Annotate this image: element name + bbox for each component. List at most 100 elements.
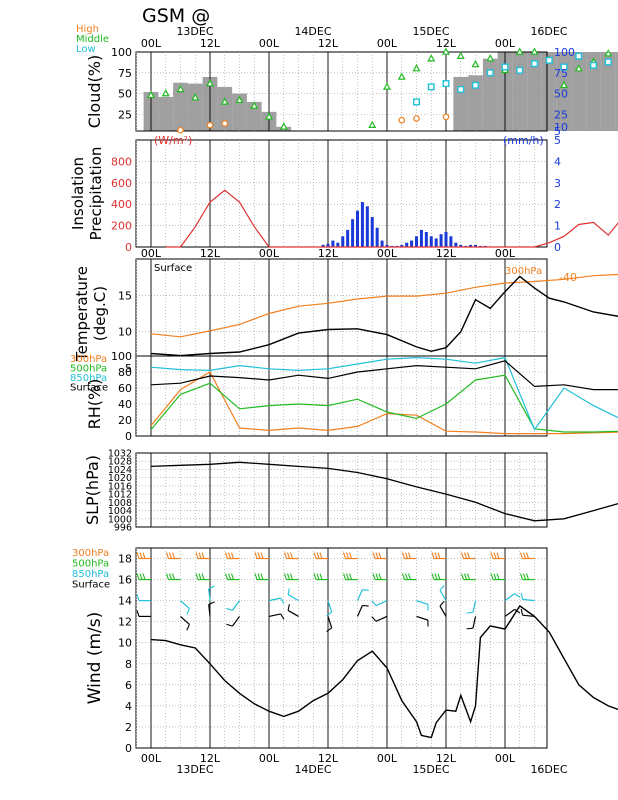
ytick-left: 1020 <box>108 473 132 484</box>
cloud-panel: HighMiddleLow255075100510255075100Cloud(… <box>76 24 618 138</box>
wind-barb-shape <box>439 600 447 617</box>
temp-frame <box>135 258 548 369</box>
wind-barb-flag <box>348 552 353 559</box>
wind-barb-flag <box>226 623 233 627</box>
wind-barb-surface <box>439 600 447 617</box>
wind-barb-300hpa <box>165 552 181 560</box>
precip-bar <box>469 244 473 247</box>
cloud-total-bar <box>556 52 572 131</box>
wind-barb-flag <box>371 600 377 606</box>
wind-barb-flag <box>437 552 441 559</box>
cloud-total-bar <box>615 52 618 131</box>
wind-barb-shape <box>136 594 151 602</box>
wind-barb-flag <box>171 573 176 580</box>
wind-barb-flag <box>313 552 317 559</box>
wind-barb-shaft <box>439 605 447 617</box>
axis-ylabel-line: Insolation <box>69 157 87 230</box>
hour-tick-label: 12L <box>200 752 221 765</box>
ytick-left: 16 <box>118 574 132 587</box>
cloud-low-marker <box>590 61 598 69</box>
wind-barb-flag <box>431 552 435 559</box>
cloud-low-marker <box>516 66 524 74</box>
wind-barb-flag <box>280 613 285 620</box>
wind-barb-surface <box>326 616 333 633</box>
axis-ylabel-line: Precipitation <box>87 147 105 241</box>
wind-barb-500hpa <box>372 573 387 581</box>
ytick-right: 5 <box>554 134 561 147</box>
insolation-line <box>165 189 618 248</box>
wind-barb-flag <box>404 573 409 580</box>
chart-title: GSM @ <box>142 5 210 27</box>
wind-barb-shaft <box>268 613 281 618</box>
wind-barb-shape <box>431 552 446 560</box>
ytick-left: 0 <box>125 430 132 443</box>
cloud-total-bar <box>586 52 601 131</box>
wind-barb-flag <box>230 552 235 559</box>
cloud-low-marker <box>427 83 435 91</box>
wind-barb-flag <box>404 552 409 559</box>
wind-barb-300hpa <box>372 552 387 560</box>
wind-barb-850hpa <box>371 600 388 607</box>
wind-barb-surface <box>356 604 369 617</box>
ytick-left: 6 <box>125 679 132 692</box>
wind-barb-flag <box>142 552 146 559</box>
wind-barb-300hpa <box>136 552 151 560</box>
axis-ylabel-line: Cloud(%) <box>85 55 104 128</box>
wind-barb-shaft <box>504 593 516 602</box>
wind-barb-shape <box>195 552 210 560</box>
wind-barb-flag <box>439 600 445 607</box>
wind-barb-flag <box>165 552 170 559</box>
hour-tick-label: 00L <box>495 247 516 260</box>
wind-barb-shape <box>520 593 535 602</box>
precip-bar <box>321 244 325 247</box>
cloud-total-bar <box>246 101 262 131</box>
annotation-300hpa: 300hPa <box>505 266 542 277</box>
precip-bar <box>424 232 428 247</box>
wind-barb-500hpa <box>165 573 181 581</box>
wind-barb-shaft <box>522 614 535 618</box>
date-label: 14DEC <box>294 763 331 776</box>
hour-tick-label: 00L <box>141 752 162 765</box>
wind-barb-flag <box>260 552 264 559</box>
wind-barb-500hpa <box>313 573 328 581</box>
wind-barb-flag <box>224 552 229 559</box>
wind-barb-shaft <box>327 600 333 613</box>
wind-barb-flag <box>375 573 379 580</box>
ytick-left: 1008 <box>108 498 132 509</box>
cloud-high-marker <box>413 115 420 122</box>
precip-bar <box>444 232 448 247</box>
wind-barb-flag <box>136 552 140 559</box>
wind-barb-850hpa <box>287 588 299 602</box>
wind-barb-flag <box>439 585 445 591</box>
wind-barb-shape <box>519 573 535 581</box>
wind-barb-flag <box>260 573 264 580</box>
precip-bar <box>380 240 384 247</box>
precip-bar <box>419 229 423 247</box>
legend-low: Low <box>76 44 96 55</box>
ytick-left: 0 <box>125 241 132 254</box>
wind-barb-flag <box>371 616 377 622</box>
cloud-high-marker <box>177 126 184 134</box>
axis-ylabel: Temperature(deg.C) <box>73 266 109 362</box>
ytick-left: 1000 <box>108 514 132 525</box>
cloud-middle-marker <box>279 122 288 130</box>
cloud-low-marker <box>560 63 568 71</box>
wind-barb-500hpa <box>224 573 240 581</box>
wind-barb-shape <box>416 600 429 611</box>
wind-barb-flag <box>136 573 140 580</box>
wind-barb-flag <box>287 604 290 611</box>
rh-legend-surface: Surface <box>70 383 108 394</box>
wind-barb-flag <box>224 573 229 580</box>
precip-bar <box>346 229 350 247</box>
wind-barb-500hpa <box>342 573 358 581</box>
ytick-left: 100 <box>111 46 132 59</box>
wind-barb-shaft <box>416 600 429 605</box>
wind-barb-shape <box>519 552 535 560</box>
wind-barb-flag <box>378 552 382 559</box>
precip-bar <box>410 240 414 247</box>
precip-bar <box>365 206 369 247</box>
cloud-middle-marker <box>146 90 156 99</box>
wind-barb-shape <box>401 573 417 581</box>
cloud-middle-marker <box>368 120 377 128</box>
wind-barb-flag <box>466 611 474 614</box>
